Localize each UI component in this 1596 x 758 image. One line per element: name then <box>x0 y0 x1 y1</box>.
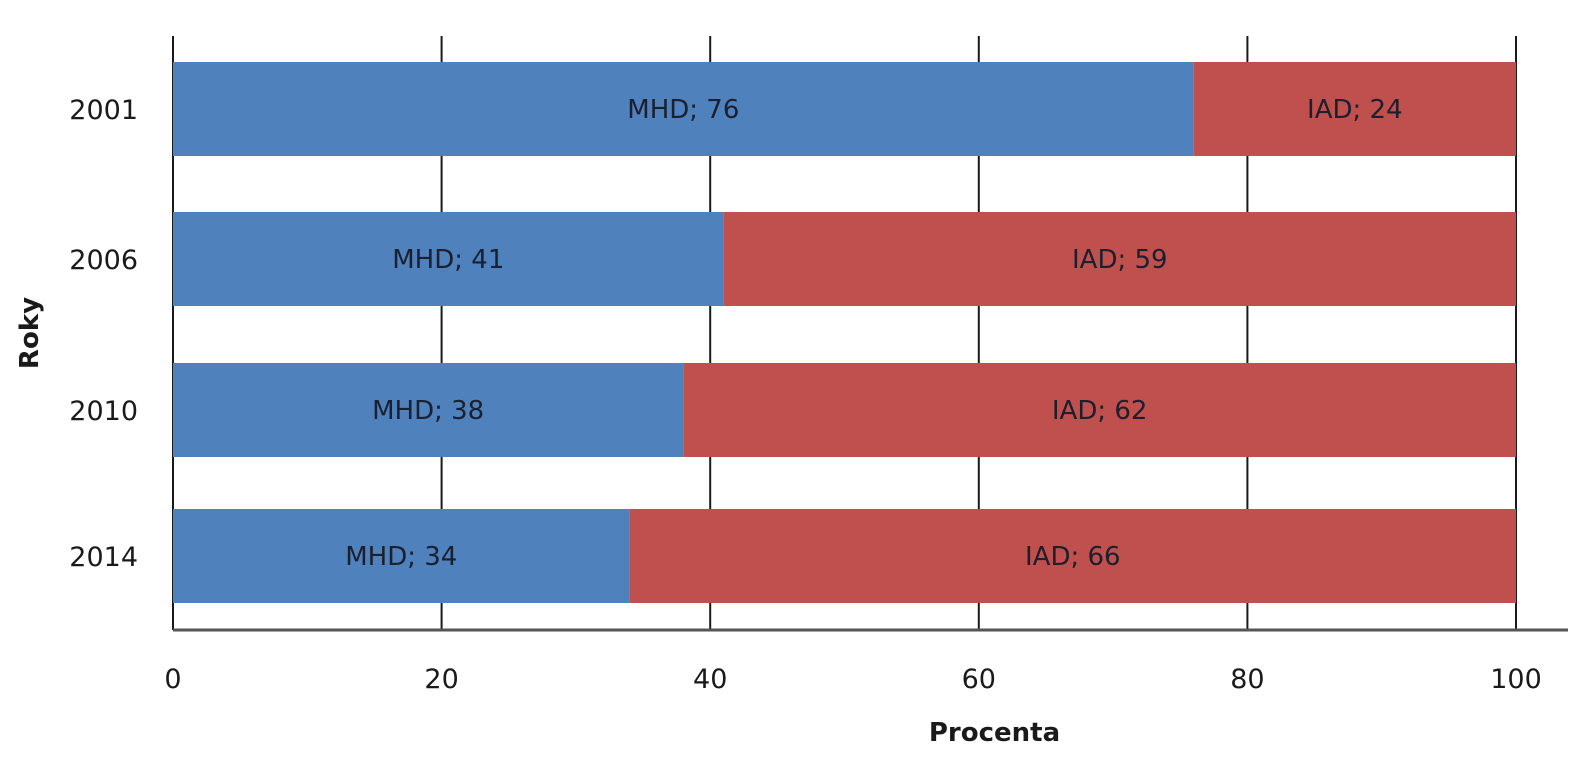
data-label-iad-2001: IAD; 24 <box>1307 95 1403 125</box>
data-labels: MHD; 76 IAD; 24 MHD; 41 IAD; 59 MHD; 38 IAD; … <box>345 95 1402 572</box>
y-axis-title: Roky <box>15 297 45 369</box>
data-label-mhd-2001: MHD; 76 <box>627 95 739 125</box>
axes: 2001 2006 2010 2014 0 20 40 60 80 100 <box>69 95 1568 695</box>
x-tick-label-80: 80 <box>1230 664 1264 695</box>
bar-iad-2006 <box>723 212 1516 306</box>
bar-mhd-2014 <box>173 509 630 603</box>
x-tick-label-20: 20 <box>424 664 458 695</box>
x-tick-label-60: 60 <box>962 664 996 695</box>
x-axis-title: Procenta <box>929 718 1060 748</box>
y-tick-label-2010: 2010 <box>69 396 138 427</box>
bar-mhd-2010 <box>173 363 684 457</box>
x-tick-label-40: 40 <box>693 664 727 695</box>
x-tick-label-100: 100 <box>1490 664 1542 695</box>
bars <box>173 62 1516 603</box>
bar-iad-2010 <box>683 363 1516 457</box>
bar-mhd-2006 <box>173 212 724 306</box>
data-label-iad-2010: IAD; 62 <box>1052 396 1148 426</box>
data-label-mhd-2010: MHD; 38 <box>372 396 484 426</box>
data-label-mhd-2006: MHD; 41 <box>392 245 504 275</box>
x-tick-label-0: 0 <box>164 664 181 695</box>
data-label-iad-2014: IAD; 66 <box>1025 542 1121 572</box>
data-label-mhd-2014: MHD; 34 <box>345 542 457 572</box>
bar-mhd-2001 <box>173 62 1194 156</box>
y-tick-label-2014: 2014 <box>69 542 138 573</box>
y-tick-label-2006: 2006 <box>69 245 138 276</box>
bar-iad-2014 <box>629 509 1516 603</box>
data-label-iad-2006: IAD; 59 <box>1072 245 1168 275</box>
bar-iad-2001 <box>1193 62 1516 156</box>
y-tick-label-2001: 2001 <box>69 95 138 126</box>
